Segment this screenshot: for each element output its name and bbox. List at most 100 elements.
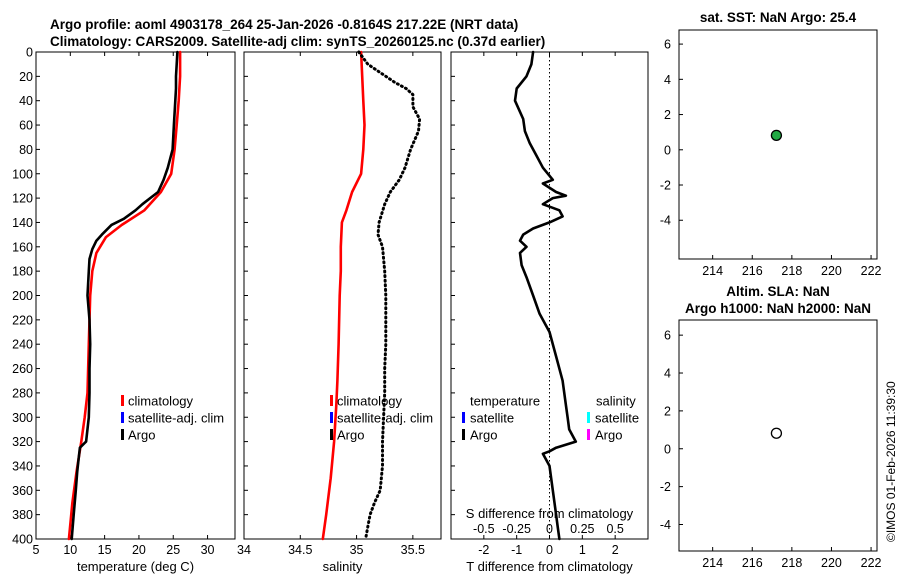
sst-ytick-label: -2 — [660, 179, 671, 193]
temperature-xtick-label: 20 — [132, 543, 146, 557]
salinity-panel: 34 34.5 35 35.5 salinity climatology satellite… — [237, 50, 442, 574]
salinity-legend-entry: climatology — [337, 394, 403, 409]
sst-ytick-label: -4 — [660, 214, 671, 228]
temperature-ytick-label: 0 — [26, 46, 33, 60]
sst-xtick-label: 218 — [781, 264, 802, 278]
temperature-ytick-label: 120 — [12, 192, 33, 206]
sst-title: sat. SST: NaN Argo: 25.4 — [700, 10, 857, 25]
salinity-legend-entry: Argo — [337, 428, 364, 443]
sla-ytick-label: 4 — [664, 367, 671, 381]
sla-xtick-label: 214 — [702, 556, 723, 570]
sst-axes-frame — [678, 29, 878, 260]
imos-timestamp-watermark: ©IMOS 01-Feb-2026 11:39:30 — [884, 381, 898, 542]
temperature-xtick-label: 25 — [166, 543, 180, 557]
difference-legend-swatch-left — [462, 412, 465, 423]
difference-series-t-difference-argo- — [513, 50, 578, 541]
sla-xtick-label: 220 — [821, 556, 842, 570]
difference-xtick-label: 2 — [612, 543, 619, 557]
sla-axes-frame — [678, 319, 878, 552]
difference-xtick-label: 1 — [579, 543, 586, 557]
difference-legend-swatch-right — [587, 429, 590, 440]
temperature-ytick-label: 20 — [19, 70, 33, 84]
difference-legend-entry-right: salinity — [596, 394, 636, 409]
temperature-legend-entry: climatology — [128, 394, 194, 409]
temperature-ytick-label: 240 — [12, 338, 33, 352]
sst-float-position-marker — [770, 129, 783, 141]
difference-xtick-top-label: 0.25 — [570, 522, 594, 536]
sla-ytick-label: 2 — [664, 404, 671, 418]
temperature-ytick-label: 80 — [19, 143, 33, 157]
temperature-ytick-label: 320 — [12, 435, 33, 449]
salinity-legend-swatch — [330, 412, 333, 423]
sla-xtick-label: 222 — [861, 556, 882, 570]
temperature-ytick-label: 40 — [19, 94, 33, 108]
temperature-ytick-label: 400 — [12, 533, 33, 547]
temperature-ytick-label: 280 — [12, 386, 33, 400]
temperature-ytick-label: 100 — [12, 167, 33, 181]
difference-legend-entry-right: Argo — [595, 428, 622, 443]
temperature-ytick-label: 140 — [12, 216, 33, 230]
sst-ytick-label: 6 — [664, 38, 671, 52]
difference-xtick-top-label: 0 — [546, 522, 553, 536]
temperature-legend-entry: Argo — [128, 428, 155, 443]
temperature-xtick-label: 15 — [98, 543, 112, 557]
difference-legend-swatch-right — [587, 412, 590, 423]
sla-ytick-label: -2 — [660, 480, 671, 494]
temperature-legend-swatch — [121, 429, 124, 440]
temperature-ytick-label: 360 — [12, 484, 33, 498]
difference-xlabel: T difference from climatology — [466, 559, 633, 574]
sst-xtick-label: 214 — [702, 264, 723, 278]
sla-float-position-marker — [770, 427, 783, 439]
difference-legend-entry-right: satellite — [595, 411, 639, 426]
temperature-panel: 5 10 15 20 25 30 temperature (deg C) 0 20 40 60 80 1… — [12, 46, 236, 574]
temperature-axes-frame — [35, 51, 236, 540]
figure-title-line1: Argo profile: aoml 4903178_264 25-Jan-20… — [50, 17, 518, 32]
salinity-legend-entry: satellite-adj. clim — [337, 411, 433, 426]
temperature-xtick-label: 10 — [63, 543, 77, 557]
sla-ytick-label: 0 — [664, 442, 671, 456]
temperature-ytick-label: 160 — [12, 240, 33, 254]
temperature-ytick-label: 200 — [12, 289, 33, 303]
sla-panel: Altim. SLA: NaN Argo h1000: NaN h2000: Na… — [660, 284, 882, 570]
temperature-ytick-label: 340 — [12, 459, 33, 473]
salinity-legend-swatch — [330, 395, 333, 406]
difference-xtick-top-label: 0.5 — [606, 522, 623, 536]
sst-ytick-label: 2 — [664, 108, 671, 122]
sst-xtick-label: 216 — [742, 264, 763, 278]
figure-title-line2: Climatology: CARS2009. Satellite-adj cli… — [50, 34, 545, 49]
temperature-ytick-label: 180 — [12, 265, 33, 279]
sst-panel: sat. SST: NaN Argo: 25.4 214 216 218 220 222 -… — [660, 10, 882, 278]
temperature-xlabel: temperature (deg C) — [77, 559, 194, 574]
temperature-xtick-label: 30 — [201, 543, 215, 557]
difference-legend-entry-left: Argo — [470, 428, 497, 443]
sla-xtick-label: 218 — [781, 556, 802, 570]
difference-xtick-top-label: -0.25 — [502, 522, 531, 536]
difference-legend-swatch-left — [462, 429, 465, 440]
temperature-ytick-label: 220 — [12, 313, 33, 327]
difference-xtick-label: -1 — [511, 543, 522, 557]
sla-ytick-label: 6 — [664, 329, 671, 343]
temperature-series-argo — [70, 50, 179, 541]
sla-xtick-label: 216 — [742, 556, 763, 570]
salinity-xtick-label: 35 — [350, 543, 364, 557]
difference-xtick-label: 0 — [546, 543, 553, 557]
difference-xlabel-top: S difference from climatology — [466, 506, 634, 521]
sla-title-line2: Argo h1000: NaN h2000: NaN — [685, 301, 871, 316]
salinity-series-climatology — [321, 50, 366, 541]
difference-panel: -2 -1 0 1 2 T difference from climatology S di… — [450, 50, 649, 574]
salinity-series-argo — [357, 50, 422, 541]
sst-xtick-label: 220 — [821, 264, 842, 278]
temperature-series-climatology — [67, 50, 182, 541]
temperature-ytick-label: 60 — [19, 119, 33, 133]
temperature-legend-swatch — [121, 412, 124, 423]
sla-title-line1: Altim. SLA: NaN — [726, 284, 830, 299]
difference-legend-entry-left: temperature — [470, 394, 540, 409]
temperature-ytick-label: 260 — [12, 362, 33, 376]
temperature-legend-swatch — [121, 395, 124, 406]
salinity-axes-frame — [243, 51, 442, 540]
salinity-xtick-label: 34 — [237, 543, 251, 557]
temperature-xtick-label: 5 — [33, 543, 40, 557]
sst-ytick-label: 0 — [664, 143, 671, 157]
